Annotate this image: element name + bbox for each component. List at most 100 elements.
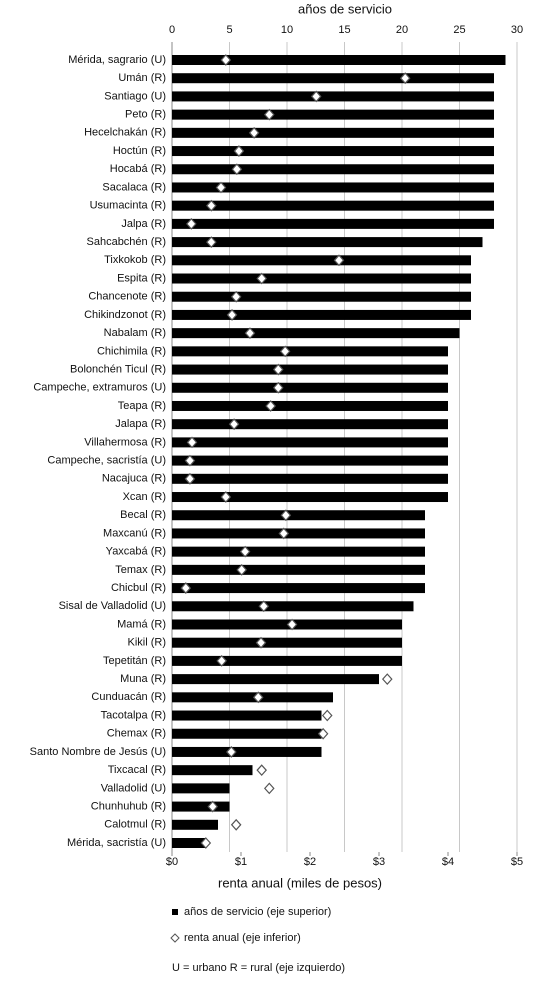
y-tick-label: Hecelchakán (R) bbox=[84, 127, 166, 139]
y-tick-label: Becal (R) bbox=[120, 509, 166, 521]
bar bbox=[172, 510, 425, 521]
y-tick-label: Tepetitán (R) bbox=[103, 655, 166, 667]
x2-tick-label: 15 bbox=[338, 24, 350, 36]
diamond-marker bbox=[230, 818, 242, 831]
diamond-marker bbox=[226, 746, 237, 758]
y-tick-label: Xcan (R) bbox=[123, 491, 166, 503]
bar bbox=[172, 728, 322, 739]
diamond-marker bbox=[317, 727, 329, 740]
bar bbox=[172, 564, 425, 575]
bar bbox=[172, 182, 494, 193]
diamond-marker bbox=[220, 491, 232, 503]
x2-axis-title: años de servicio bbox=[298, 1, 392, 16]
y-tick-label: Campeche, extramuros (U) bbox=[33, 382, 166, 394]
y-tick-label: Kikil (R) bbox=[128, 637, 167, 649]
diamond-marker bbox=[286, 618, 298, 631]
y-tick-label: Chunhuhub (R) bbox=[91, 800, 166, 812]
diamond-marker bbox=[233, 145, 245, 157]
bar bbox=[172, 164, 494, 175]
y-tick-label: Temax (R) bbox=[115, 564, 166, 576]
bar bbox=[172, 127, 494, 138]
diamond-marker bbox=[255, 636, 267, 649]
diamond-marker bbox=[272, 381, 284, 394]
bar bbox=[172, 146, 494, 157]
y-tick-label: Sahcabchén (R) bbox=[87, 236, 167, 248]
y-tick-label: Nabalam (R) bbox=[104, 327, 166, 339]
bar bbox=[172, 838, 207, 848]
legend-marker bbox=[172, 909, 178, 915]
x-tick-label: $3 bbox=[373, 856, 385, 868]
legend-marker bbox=[170, 933, 180, 943]
y-tick-label: Espita (R) bbox=[117, 272, 166, 284]
bar bbox=[172, 801, 230, 812]
diamond-marker bbox=[256, 272, 268, 285]
x-tick-label: $0 bbox=[166, 856, 178, 868]
diamond-marker bbox=[220, 54, 232, 66]
diamond-marker bbox=[256, 764, 268, 777]
diamond-marker bbox=[231, 163, 243, 176]
bar bbox=[172, 218, 494, 229]
legend-label: renta anual (eje inferior) bbox=[184, 932, 301, 944]
y-tick-label: Cunduacán (R) bbox=[91, 691, 166, 703]
diamond-marker bbox=[280, 509, 292, 522]
diamond-marker bbox=[263, 108, 275, 121]
diamond-marker bbox=[279, 345, 291, 358]
x-axis-title: renta anual (miles de pesos) bbox=[218, 875, 382, 890]
bar bbox=[172, 819, 218, 830]
diamond-marker bbox=[263, 782, 275, 795]
x2-tick-label: 5 bbox=[226, 24, 232, 36]
y-tick-label: Jalpa (R) bbox=[121, 218, 166, 230]
y-tick-label: Mamá (R) bbox=[117, 618, 166, 630]
diamond-marker bbox=[265, 400, 276, 412]
y-tick-label: Mérida, sacristía (U) bbox=[67, 837, 166, 849]
diamond-marker bbox=[184, 454, 196, 467]
bar bbox=[172, 364, 448, 375]
y-tick-label: Hocabá (R) bbox=[110, 163, 166, 175]
diamond-marker bbox=[186, 217, 197, 230]
bar bbox=[172, 237, 483, 248]
x-tick-label: $4 bbox=[442, 856, 454, 868]
diamond-marker bbox=[228, 418, 240, 431]
y-tick-label: Tixcacal (R) bbox=[108, 764, 166, 776]
x2-tick-label: 30 bbox=[511, 24, 523, 36]
diamond-marker bbox=[239, 545, 251, 558]
diamond-marker bbox=[258, 600, 270, 613]
y-tick-label: Calotmul (R) bbox=[104, 819, 166, 831]
diamond-marker bbox=[399, 72, 411, 85]
bar bbox=[172, 710, 322, 721]
y-tick-label: Hoctún (R) bbox=[113, 145, 166, 157]
x-tick-label: $5 bbox=[511, 856, 523, 868]
y-tick-label: Sacalaca (R) bbox=[102, 181, 166, 193]
x2-tick-label: 10 bbox=[281, 24, 293, 36]
y-tick-label: Tacotalpa (R) bbox=[101, 709, 166, 721]
y-tick-label: Maxcanú (R) bbox=[103, 527, 166, 539]
diamond-marker bbox=[272, 363, 284, 376]
bar bbox=[172, 492, 448, 503]
y-tick-label: Mérida, sagrario (U) bbox=[68, 54, 166, 66]
diamond-marker bbox=[206, 236, 217, 248]
y-tick-label: Jalapa (R) bbox=[115, 418, 166, 430]
diamond-marker bbox=[215, 181, 227, 194]
bar bbox=[172, 674, 379, 685]
legend-label: años de servicio (eje superior) bbox=[184, 906, 331, 918]
diamond-marker bbox=[321, 709, 333, 722]
y-tick-label: Valladolid (U) bbox=[101, 782, 166, 794]
bar bbox=[172, 746, 322, 757]
bar bbox=[172, 473, 448, 484]
diamond-marker bbox=[180, 582, 192, 594]
y-tick-label: Chichimila (R) bbox=[97, 345, 166, 357]
x-tick-label: $1 bbox=[235, 856, 247, 868]
bar bbox=[172, 546, 425, 557]
bar bbox=[172, 528, 425, 539]
y-tick-label: Nacajuca (R) bbox=[102, 473, 166, 485]
diamond-marker bbox=[226, 309, 238, 321]
diamond-marker bbox=[207, 800, 219, 813]
x2-tick-label: 20 bbox=[396, 24, 408, 36]
y-tick-label: Muna (R) bbox=[120, 673, 166, 685]
diamond-marker bbox=[186, 436, 198, 449]
diamond-marker bbox=[333, 254, 345, 267]
y-tick-label: Chemax (R) bbox=[107, 728, 166, 740]
y-tick-label: Teapa (R) bbox=[118, 400, 166, 412]
y-tick-label: Usumacinta (R) bbox=[90, 200, 166, 212]
